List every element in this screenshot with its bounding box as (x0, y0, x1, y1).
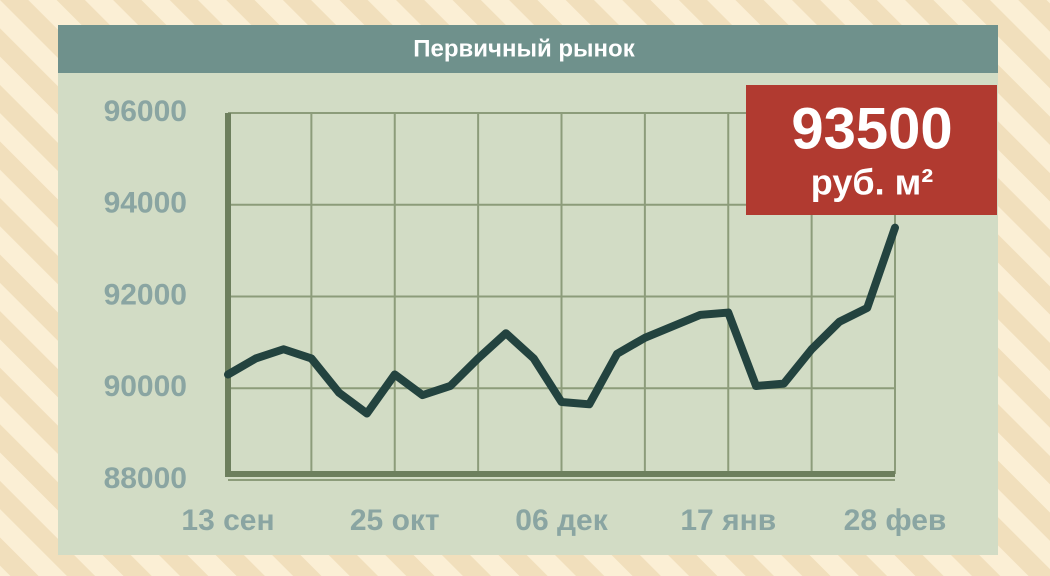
y-tick-label: 96000 (104, 95, 187, 128)
chart-title: Первичный рынок (413, 35, 635, 62)
x-tick-label: 28 фев (844, 504, 947, 537)
badge-unit: руб. м² (811, 162, 933, 203)
title-bar (58, 25, 998, 73)
badge-value: 93500 (791, 96, 952, 161)
y-tick-label: 94000 (104, 187, 187, 220)
x-tick-label: 13 сен (181, 504, 274, 537)
line-series (224, 223, 899, 418)
y-tick-label: 92000 (104, 278, 187, 311)
y-tick-label: 88000 (104, 462, 187, 495)
y-tick-label: 90000 (104, 370, 187, 403)
x-tick-label: 25 окт (350, 504, 440, 537)
x-tick-label: 06 дек (515, 504, 608, 537)
price-badge (746, 85, 997, 215)
x-tick-label: 17 янв (680, 504, 776, 537)
